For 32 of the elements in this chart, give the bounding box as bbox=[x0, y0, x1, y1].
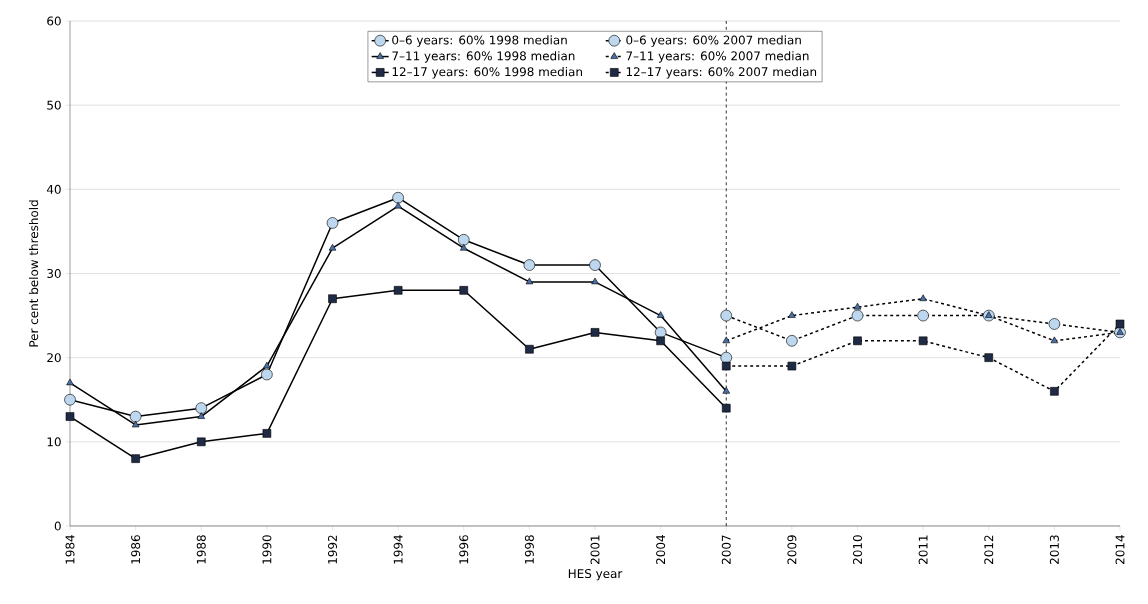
y-tick-label: 60 bbox=[47, 16, 61, 26]
y-tick-label: 30 bbox=[47, 268, 61, 279]
x-tick-label: 1990 bbox=[262, 535, 272, 564]
legend-label: 12–17 years: 60% 2007 median bbox=[626, 67, 817, 79]
x-tick-label: 2011 bbox=[918, 535, 928, 564]
y-tick-label: 0 bbox=[54, 521, 61, 531]
legend-label: 0–6 years: 60% 1998 median bbox=[392, 35, 567, 47]
legend-label: 7–11 years: 60% 2007 median bbox=[626, 51, 809, 63]
x-tick-label: 1994 bbox=[393, 535, 403, 564]
x-tick-label: 2009 bbox=[787, 535, 797, 564]
x-tick-label: 2013 bbox=[1049, 535, 1059, 564]
x-tick-label: 2014 bbox=[1115, 535, 1125, 564]
y-tick-label: 40 bbox=[46, 184, 61, 194]
y-tick-label: 50 bbox=[47, 100, 61, 110]
y-tick-label: 20 bbox=[47, 353, 61, 363]
x-tick-label: 1986 bbox=[131, 535, 141, 564]
legend-label: 0–6 years: 60% 2007 median bbox=[626, 35, 801, 47]
x-tick-label: 1988 bbox=[196, 535, 206, 564]
x-tick-label: 1996 bbox=[459, 535, 469, 564]
x-tick-label: 1992 bbox=[327, 535, 338, 564]
x-tick-label: 1984 bbox=[65, 535, 75, 564]
y-axis-title: Per cent below threshold bbox=[28, 200, 39, 347]
x-tick-label: 2010 bbox=[852, 535, 863, 564]
x-tick-label: 2007 bbox=[721, 535, 731, 564]
legend-label: 7–11 years: 60% 1998 median bbox=[392, 51, 575, 63]
x-tick-label: 1998 bbox=[524, 535, 534, 564]
x-tick-label: 2004 bbox=[656, 535, 666, 564]
legend-label: 12–17 years: 60% 1998 median bbox=[392, 67, 582, 79]
x-tick-label: 2012 bbox=[984, 535, 994, 564]
x-axis-title: HES year bbox=[568, 569, 623, 581]
y-tick-label: 10 bbox=[47, 437, 61, 447]
x-tick-label: 2001 bbox=[590, 535, 600, 564]
